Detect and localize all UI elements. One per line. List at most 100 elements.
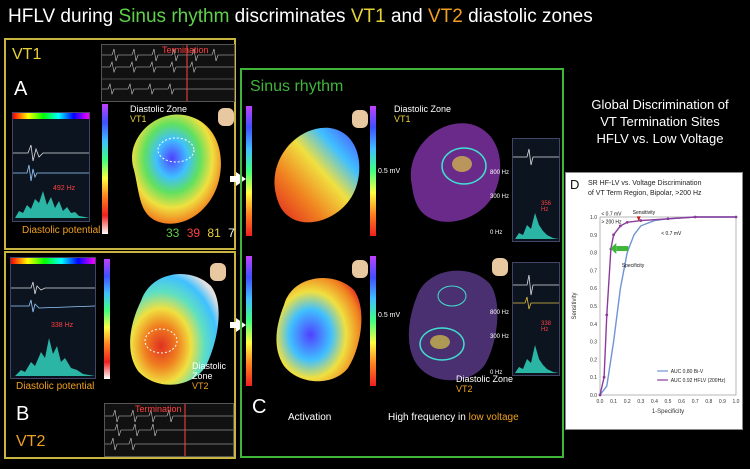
x-tick-label: 0.5 xyxy=(665,399,672,405)
x-tick-label: 0.4 xyxy=(651,399,658,405)
series-point-1 xyxy=(612,233,615,237)
y-tick-label: 0.6 xyxy=(590,286,597,292)
chart-letter-d: D xyxy=(570,177,579,192)
diastolic-zone-vt: VT1 xyxy=(394,114,411,124)
x-tick-label: 0.7 xyxy=(692,399,699,405)
panel-vt1: VT1 A Termination 492 Hz Diastolic poten… xyxy=(4,38,236,250)
panel-sinus-rhythm: Sinus rhythm 0.5 mV Diastolic Zone VT1 35… xyxy=(240,68,564,458)
activation-map-top xyxy=(274,127,360,223)
count-green: 33 xyxy=(166,226,180,240)
diastolic-zone-text: Diastolic Zone xyxy=(394,104,452,114)
series-point-1 xyxy=(619,224,622,228)
torso-orientation-icon xyxy=(218,108,234,126)
annotation-lt07: < 0.7 mV xyxy=(601,211,622,217)
legend-entry: AUC 0.80 Bi-V xyxy=(671,369,704,375)
color-scale-bar xyxy=(370,106,376,236)
hf-caption: High frequency in low voltage xyxy=(388,412,519,423)
mv-label: 0.5 mV xyxy=(378,168,401,175)
series-point-1 xyxy=(639,219,643,222)
series-point-1 xyxy=(602,375,606,379)
sensitivity-arrow-icon xyxy=(636,216,641,222)
x-tick-label: 0.6 xyxy=(678,399,685,405)
heart-map-vt2 xyxy=(130,274,219,385)
arrow-shaft xyxy=(230,176,236,182)
diastolic-zone-vt: VT2 xyxy=(456,384,473,394)
series-point-1 xyxy=(693,215,697,219)
x-axis-label: 1-Specificity xyxy=(652,409,684,415)
panel-vt2: 338 Hz Diastolic potential B VT2 Diastol… xyxy=(4,251,236,459)
diastolic-zone-text: Diastolic Zone xyxy=(456,374,514,384)
torso-orientation-icon xyxy=(352,260,368,278)
signal-box-vt2: 338 Hz xyxy=(10,257,96,379)
hf-signal-box-bottom: 338 Hz xyxy=(512,262,560,376)
title-text: diastolic zones xyxy=(462,6,593,27)
activation-caption: Activation xyxy=(288,412,332,423)
hz-top-label: 800 Hz xyxy=(490,310,510,316)
series-line-1 xyxy=(599,216,736,396)
series-point-1 xyxy=(598,393,602,397)
diastolic-potential-label: Diastolic potential xyxy=(22,225,101,236)
series-point-1 xyxy=(734,215,738,219)
arrow-shaft xyxy=(230,322,236,328)
count-yellow: 81 xyxy=(207,226,221,240)
termination-label: Termination xyxy=(162,45,209,55)
y-tick-label: 0.0 xyxy=(590,393,597,399)
y-tick-label: 0.1 xyxy=(590,375,597,381)
annotation-sensitivity: Sensitivity xyxy=(633,210,656,216)
roc-chart: D SR HF-LV vs. Voltage Discrimination of V… xyxy=(570,177,740,415)
hf-map-bottom xyxy=(408,270,498,381)
color-strip xyxy=(11,258,95,264)
hz-bot-label: 0 Hz xyxy=(490,230,503,236)
y-tick-label: 0.4 xyxy=(590,322,597,328)
x-tick-label: 0.2 xyxy=(624,399,631,405)
point-counts: 33 39 81 7 xyxy=(166,226,235,240)
freq-label: 356 Hz xyxy=(541,201,552,213)
diastolic-potential-label: Diastolic potential xyxy=(16,381,95,392)
x-tick-label: 0.0 xyxy=(597,399,604,405)
electrogram xyxy=(513,148,559,239)
torso-orientation-icon xyxy=(492,258,508,276)
diastolic-zone-text: Diastolic Zone xyxy=(192,361,227,381)
global-line-2: VT Termination Sites xyxy=(600,114,720,129)
freq-label: 492 Hz xyxy=(53,185,76,192)
title-text: and xyxy=(385,6,428,27)
specificity-arrow-shaft xyxy=(616,246,629,252)
activation-map-bottom xyxy=(276,278,362,382)
y-tick-label: 0.8 xyxy=(590,251,597,257)
title-vt2: VT2 xyxy=(427,6,463,27)
plot-area xyxy=(599,216,737,396)
x-tick-label: 0.1 xyxy=(610,399,617,405)
count-red: 39 xyxy=(186,226,201,240)
title-text: discriminates xyxy=(229,6,351,27)
hf-map-top xyxy=(410,123,501,222)
diastolic-zone-label-sr-vt1: Diastolic Zone VT1 xyxy=(394,104,451,124)
series-point-1 xyxy=(625,220,629,224)
x-tick-label: 0.9 xyxy=(719,399,726,405)
vt2-label: VT2 xyxy=(16,433,46,450)
x-tick-label: 1.0 xyxy=(733,399,740,405)
series-point-1 xyxy=(605,313,609,317)
color-strip xyxy=(13,113,89,119)
mv-label: 0.5 mV xyxy=(378,312,401,319)
color-scale-bar xyxy=(104,259,110,379)
global-line-3: HFLV vs. Low Voltage xyxy=(596,131,724,146)
global-discrimination-title: Global Discrimination of VT Termination … xyxy=(572,96,748,147)
global-line-1: Global Discrimination of xyxy=(591,97,729,112)
electrogram xyxy=(513,274,559,373)
hf-caption-low-voltage: low voltage xyxy=(468,412,519,423)
hz-mid-label: 300 Hz xyxy=(490,334,510,340)
hz-mid-label: 300 Hz xyxy=(490,194,510,200)
chart-title-line: SR HF-LV vs. Voltage Discrimination xyxy=(588,180,702,187)
count-white: 7 xyxy=(228,226,235,240)
chart-title-line: of VT Term Region, Bipolar, >200 Hz xyxy=(588,190,702,197)
y-tick-label: 1.0 xyxy=(590,215,597,221)
diastolic-zone-label-sr-vt2: Diastolic Zone VT2 xyxy=(456,374,513,394)
termination-label: Termination xyxy=(135,404,182,414)
sinus-heading: Sinus rhythm xyxy=(250,78,344,95)
legend-entry: AUC 0.92 HFLV (200Hz) xyxy=(671,378,726,384)
diastolic-zone-label-vt2: Diastolic Zone VT2 xyxy=(192,361,234,391)
ecg-tracing-vt1: Termination xyxy=(101,44,235,102)
electrogram xyxy=(13,144,89,218)
signal-box-vt1: 492 Hz xyxy=(12,112,90,222)
color-scale-bar xyxy=(102,104,108,234)
